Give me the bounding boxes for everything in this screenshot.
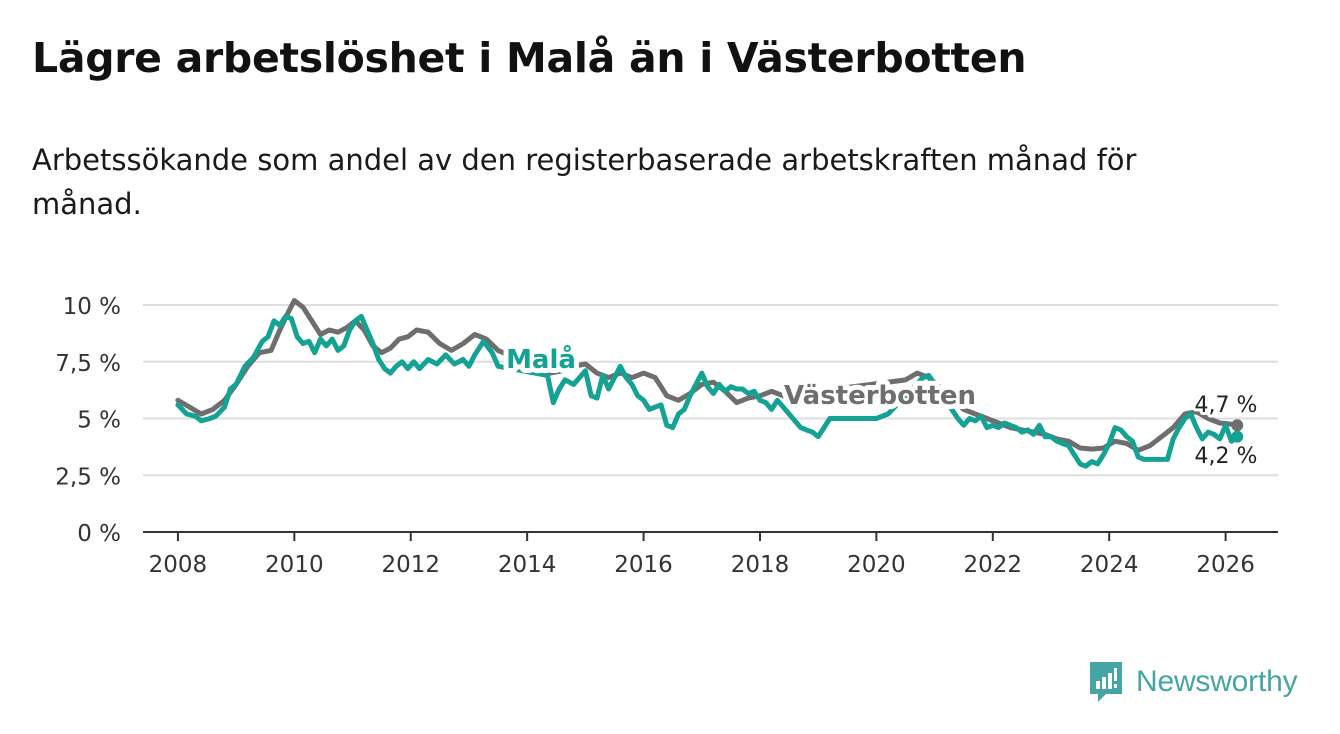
x-tick-label: 2026 <box>1196 552 1255 578</box>
x-tick-label: 2020 <box>847 552 906 578</box>
y-tick-label: 10 % <box>63 294 121 320</box>
x-tick-label: 2022 <box>964 552 1023 578</box>
chart-subtitle: Arbetssökande som andel av den registerb… <box>32 143 1137 221</box>
series-label-mala: Malå <box>506 343 576 375</box>
end-value-label-mala: 4,2 % <box>1195 444 1258 469</box>
series-line-vasterbotten <box>175 298 1240 453</box>
x-axis: 2008 2010 2012 2014 2016 2018 2020 2022 2024 2026 <box>143 531 1278 578</box>
series-label-vasterbotten: Västerbotten <box>784 381 976 411</box>
end-point-vasterbotten <box>1231 419 1244 432</box>
x-tick-label: 2016 <box>614 552 673 578</box>
end-value-label-vasterbotten: 4,7 % <box>1195 393 1258 418</box>
x-tick-label: 2024 <box>1080 552 1139 578</box>
brand-name: Newsworthy <box>1136 665 1298 698</box>
newsworthy-logo: Newsworthy <box>1088 660 1298 704</box>
y-tick-label: 7,5 % <box>55 351 121 377</box>
series-labels: Malå Västerbotten 4,7 % 4,2 % <box>501 338 1260 472</box>
end-point-mala <box>1231 430 1244 443</box>
x-tick-label: 2012 <box>381 552 440 578</box>
y-tick-label: 2,5 % <box>55 464 121 490</box>
gridlines <box>143 304 1278 477</box>
chart-title: Lägre arbetslöshet i Malå än i Västerbot… <box>32 34 1027 82</box>
x-tick-label: 2010 <box>265 552 324 578</box>
y-axis: 0 % 2,5 % 5 % 7,5 % 10 % <box>55 294 121 547</box>
series-lines <box>175 298 1244 469</box>
y-tick-label: 5 % <box>77 408 121 434</box>
newsworthy-logo-icon <box>1090 662 1122 702</box>
x-tick-label: 2014 <box>498 552 557 578</box>
y-tick-label: 0 % <box>77 521 121 547</box>
x-tick-label: 2018 <box>731 552 790 578</box>
series-line-mala <box>175 313 1240 469</box>
x-tick-label: 2008 <box>149 552 208 578</box>
